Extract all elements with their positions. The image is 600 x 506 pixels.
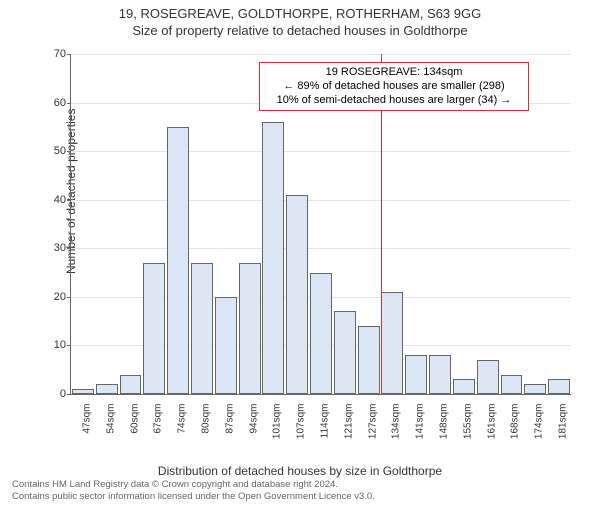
xtick-label: 141sqm <box>415 404 426 444</box>
bar <box>477 360 499 394</box>
xtick-label: 80sqm <box>200 404 211 444</box>
bar <box>286 195 308 394</box>
ytick-label: 10 <box>54 339 66 351</box>
ytick-label: 70 <box>54 48 66 60</box>
ytick-label: 40 <box>54 194 66 206</box>
page-title-line1: 19, ROSEGREAVE, GOLDTHORPE, ROTHERHAM, S… <box>0 6 600 21</box>
bar <box>358 326 380 394</box>
ytick-mark <box>67 394 71 395</box>
xtick-label: 114sqm <box>320 404 331 444</box>
bar <box>405 355 427 394</box>
ytick-mark <box>67 151 71 152</box>
ytick-mark <box>67 54 71 55</box>
gridline <box>71 248 571 249</box>
bar <box>310 273 332 394</box>
bar <box>191 263 213 394</box>
ytick-label: 60 <box>54 97 66 109</box>
gridline <box>71 151 571 152</box>
ytick-mark <box>67 200 71 201</box>
bar <box>501 375 523 394</box>
ytick-mark <box>67 297 71 298</box>
xtick-label: 101sqm <box>272 404 283 444</box>
x-axis-label: Distribution of detached houses by size … <box>0 464 600 478</box>
xtick-label: 94sqm <box>248 404 259 444</box>
xtick-label: 54sqm <box>105 404 116 444</box>
bar <box>167 127 189 394</box>
bar <box>429 355 451 394</box>
xtick-label: 181sqm <box>558 404 569 444</box>
bar <box>334 311 356 394</box>
bar <box>381 292 403 394</box>
ytick-mark <box>67 248 71 249</box>
ytick-label: 30 <box>54 242 66 254</box>
annotation-box: 19 ROSEGREAVE: 134sqm← 89% of detached h… <box>259 62 529 111</box>
ytick-mark <box>67 345 71 346</box>
xtick-label: 107sqm <box>296 404 307 444</box>
annotation-line: ← 89% of detached houses are smaller (29… <box>266 80 522 94</box>
gridline <box>71 200 571 201</box>
annotation-line: 19 ROSEGREAVE: 134sqm <box>266 66 522 80</box>
xtick-label: 155sqm <box>462 404 473 444</box>
xtick-label: 148sqm <box>439 404 450 444</box>
xtick-label: 74sqm <box>177 404 188 444</box>
footer-attribution: Contains HM Land Registry data © Crown c… <box>12 479 375 502</box>
xtick-label: 134sqm <box>391 404 402 444</box>
bar <box>262 122 284 394</box>
bar <box>453 379 475 394</box>
bar <box>215 297 237 394</box>
ytick-mark <box>67 103 71 104</box>
footer-line2: Contains public sector information licen… <box>12 491 375 502</box>
xtick-label: 168sqm <box>510 404 521 444</box>
ytick-label: 0 <box>60 388 66 400</box>
xtick-label: 121sqm <box>343 404 354 444</box>
bar <box>143 263 165 394</box>
xtick-label: 87sqm <box>224 404 235 444</box>
xtick-label: 60sqm <box>129 404 140 444</box>
xtick-label: 67sqm <box>153 404 164 444</box>
ytick-label: 50 <box>54 145 66 157</box>
plot-area: 01020304050607047sqm54sqm60sqm67sqm74sqm… <box>70 54 571 395</box>
page-title-line2: Size of property relative to detached ho… <box>0 23 600 38</box>
chart-container: Number of detached properties 0102030405… <box>50 54 570 434</box>
annotation-line: 10% of semi-detached houses are larger (… <box>266 94 522 108</box>
bar <box>96 384 118 394</box>
bar <box>524 384 546 394</box>
footer-line1: Contains HM Land Registry data © Crown c… <box>12 479 375 490</box>
bar <box>239 263 261 394</box>
ytick-label: 20 <box>54 291 66 303</box>
bar <box>120 375 142 394</box>
bar <box>72 389 94 394</box>
xtick-label: 47sqm <box>81 404 92 444</box>
gridline <box>71 54 571 55</box>
bar <box>548 379 570 394</box>
xtick-label: 127sqm <box>367 404 378 444</box>
xtick-label: 161sqm <box>486 404 497 444</box>
xtick-label: 174sqm <box>534 404 545 444</box>
